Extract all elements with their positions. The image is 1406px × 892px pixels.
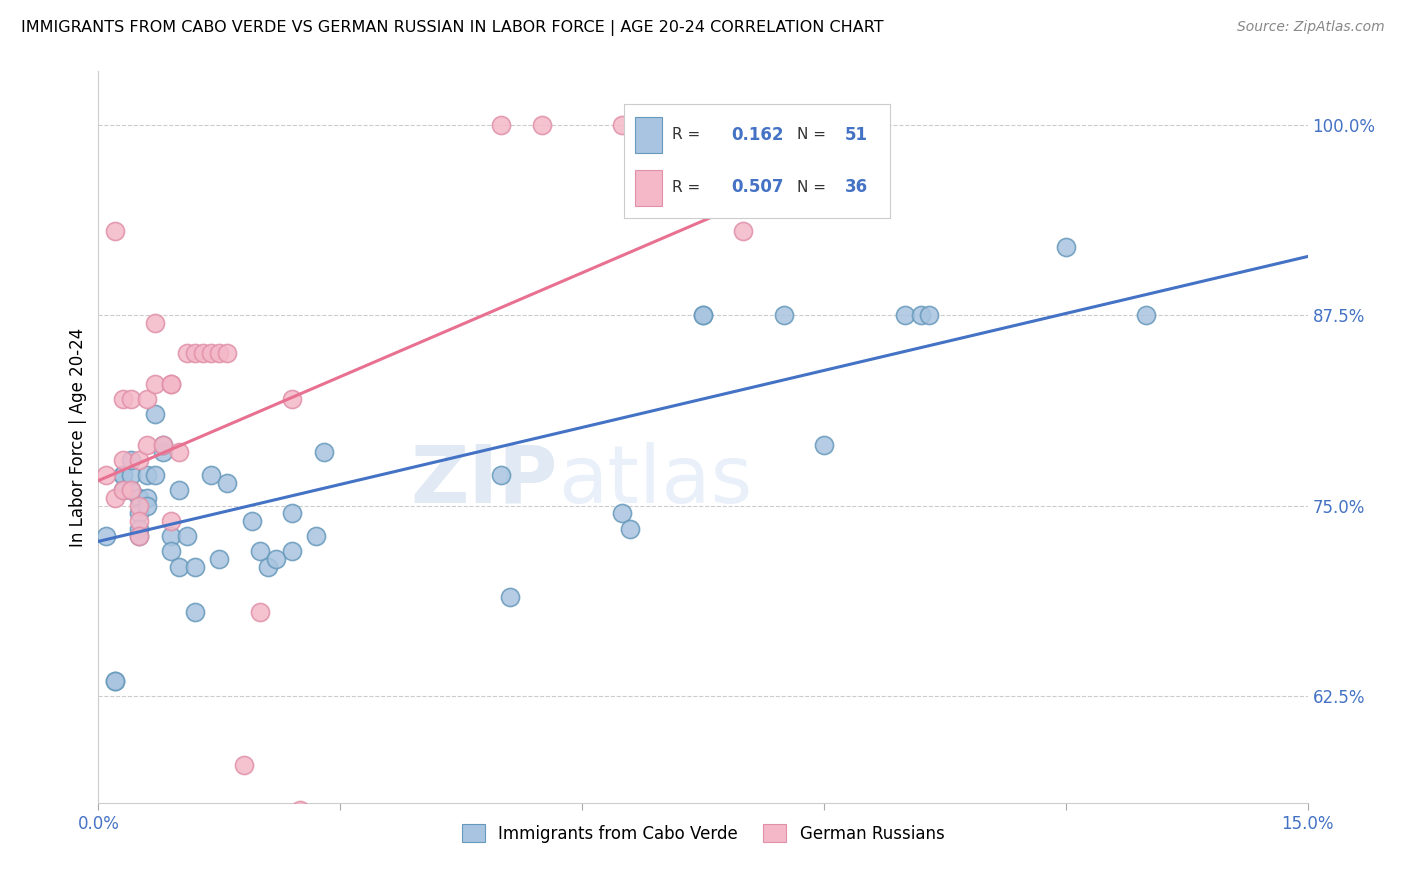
- Point: [813, 438, 835, 452]
- Point: [128, 491, 150, 505]
- Point: [692, 308, 714, 322]
- Point: [232, 757, 254, 772]
- Point: [120, 468, 142, 483]
- Point: [111, 468, 134, 483]
- Point: [128, 529, 150, 543]
- Point: [160, 376, 183, 391]
- Point: [167, 445, 190, 459]
- Point: [314, 445, 336, 459]
- Text: ZIP: ZIP: [411, 442, 558, 520]
- Point: [193, 346, 215, 360]
- Point: [305, 529, 328, 543]
- Point: [152, 438, 174, 452]
- Point: [103, 673, 125, 688]
- Point: [103, 491, 125, 505]
- Point: [111, 483, 134, 498]
- Point: [200, 468, 222, 483]
- Point: [288, 804, 311, 818]
- Point: [96, 468, 118, 483]
- Point: [160, 376, 183, 391]
- Point: [111, 468, 134, 483]
- Y-axis label: In Labor Force | Age 20-24: In Labor Force | Age 20-24: [69, 327, 87, 547]
- Point: [249, 605, 271, 619]
- Point: [160, 529, 183, 543]
- Point: [135, 392, 157, 406]
- Point: [256, 559, 278, 574]
- Point: [281, 544, 304, 558]
- Point: [184, 559, 207, 574]
- Point: [184, 346, 207, 360]
- Legend: Immigrants from Cabo Verde, German Russians: Immigrants from Cabo Verde, German Russi…: [456, 818, 950, 849]
- Point: [120, 453, 142, 467]
- Point: [135, 499, 157, 513]
- Point: [612, 506, 634, 520]
- Point: [111, 453, 134, 467]
- Point: [152, 438, 174, 452]
- Point: [128, 522, 150, 536]
- Point: [208, 346, 231, 360]
- Point: [918, 308, 941, 322]
- Point: [264, 552, 287, 566]
- Point: [135, 468, 157, 483]
- Point: [893, 308, 915, 322]
- Point: [120, 483, 142, 498]
- Point: [96, 529, 118, 543]
- Point: [143, 316, 166, 330]
- Point: [128, 506, 150, 520]
- Point: [498, 590, 520, 604]
- Text: atlas: atlas: [558, 442, 752, 520]
- Point: [491, 468, 513, 483]
- Text: Source: ZipAtlas.com: Source: ZipAtlas.com: [1237, 20, 1385, 34]
- Point: [160, 514, 183, 528]
- Point: [1054, 239, 1077, 253]
- Point: [281, 392, 304, 406]
- Point: [249, 544, 271, 558]
- Point: [143, 468, 166, 483]
- Point: [128, 499, 150, 513]
- Point: [143, 376, 166, 391]
- Point: [111, 392, 134, 406]
- Point: [491, 118, 513, 132]
- Point: [200, 346, 222, 360]
- Point: [612, 118, 634, 132]
- Point: [772, 308, 794, 322]
- Point: [619, 522, 641, 536]
- Point: [305, 849, 328, 863]
- Point: [128, 514, 150, 528]
- Point: [103, 673, 125, 688]
- Point: [176, 529, 198, 543]
- Point: [120, 392, 142, 406]
- Point: [167, 559, 190, 574]
- Point: [160, 544, 183, 558]
- Point: [208, 552, 231, 566]
- Point: [135, 438, 157, 452]
- Point: [111, 483, 134, 498]
- Point: [530, 118, 553, 132]
- Point: [176, 346, 198, 360]
- Text: IMMIGRANTS FROM CABO VERDE VS GERMAN RUSSIAN IN LABOR FORCE | AGE 20-24 CORRELAT: IMMIGRANTS FROM CABO VERDE VS GERMAN RUS…: [21, 20, 884, 36]
- Point: [167, 483, 190, 498]
- Point: [217, 475, 239, 490]
- Point: [733, 224, 755, 238]
- Point: [910, 308, 932, 322]
- Point: [103, 224, 125, 238]
- Point: [1135, 308, 1157, 322]
- Point: [281, 506, 304, 520]
- Point: [135, 491, 157, 505]
- Point: [128, 529, 150, 543]
- Point: [692, 308, 714, 322]
- Point: [152, 445, 174, 459]
- Point: [184, 605, 207, 619]
- Point: [143, 407, 166, 421]
- Point: [128, 453, 150, 467]
- Point: [217, 346, 239, 360]
- Point: [240, 514, 263, 528]
- Point: [120, 483, 142, 498]
